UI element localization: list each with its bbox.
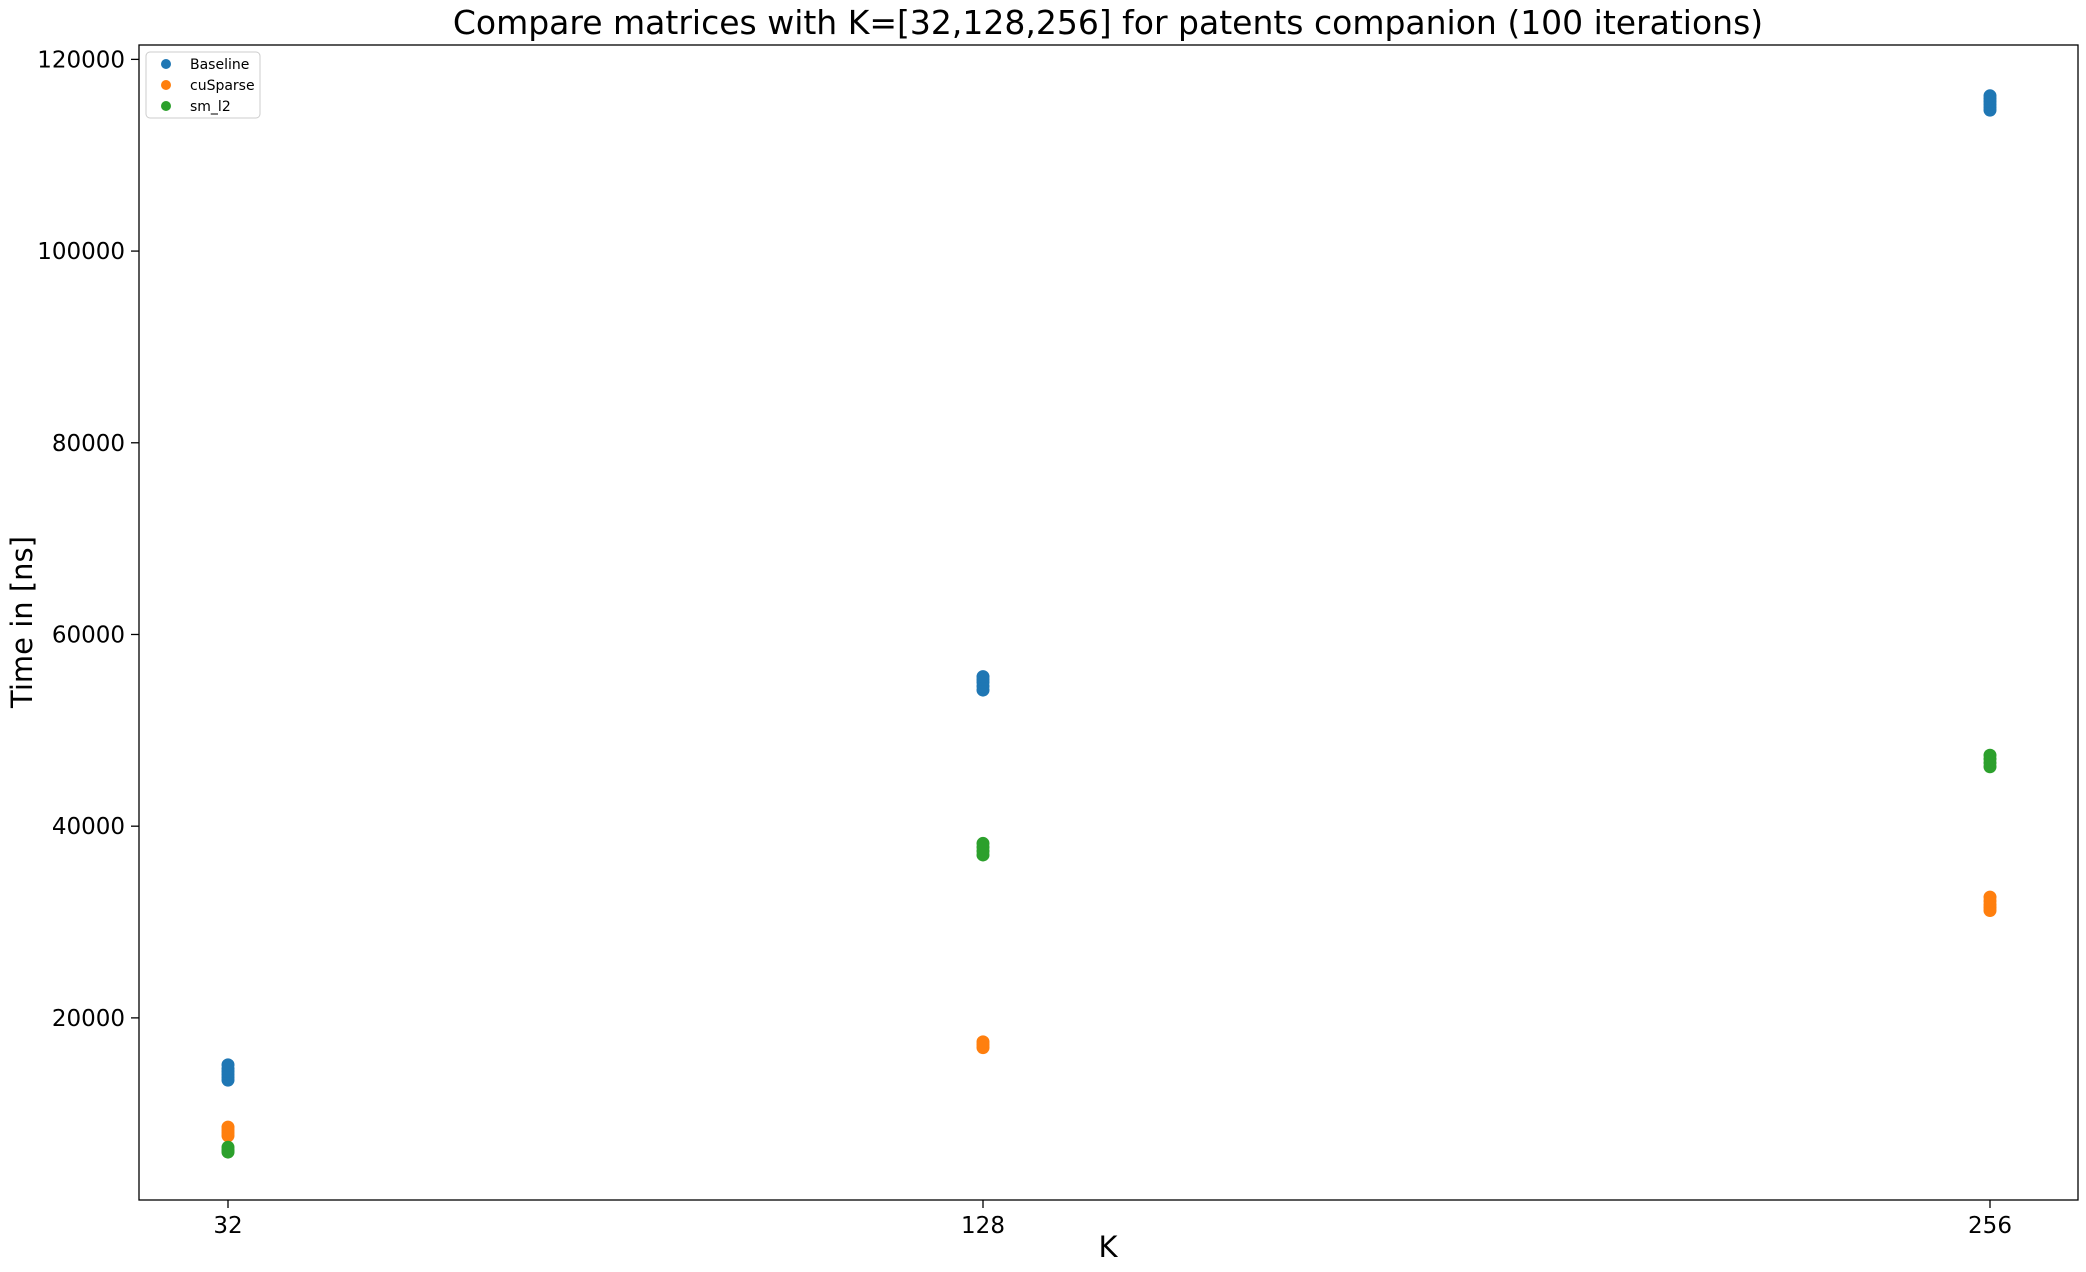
legend-entry: Baseline <box>190 57 249 73</box>
legend-entry: cuSparse <box>190 78 255 94</box>
legend: Baseline cuSparse sm_l2 <box>146 52 260 118</box>
y-tick-label: 60000 <box>52 622 125 648</box>
y-tick-label: 20000 <box>52 1006 125 1032</box>
scatter-point <box>222 1058 235 1071</box>
x-tick-label: 32 <box>213 1213 242 1239</box>
scatter-point <box>1984 749 1997 762</box>
scatter-point <box>977 670 990 683</box>
y-axis-label: Time in [ns] <box>5 536 39 709</box>
legend-marker <box>161 80 171 90</box>
x-tick-label: 128 <box>961 1213 1005 1239</box>
legend-entry: sm_l2 <box>190 99 231 115</box>
scatter-point <box>1984 89 1997 102</box>
y-tick-label: 100000 <box>37 239 125 265</box>
scatter-point <box>1984 891 1997 904</box>
scatter-point <box>222 1121 235 1134</box>
chart-title: Compare matrices with K=[32,128,256] for… <box>453 3 1763 42</box>
x-tick-label: 256 <box>1968 1213 2012 1239</box>
legend-marker <box>161 101 171 111</box>
y-tick-label: 40000 <box>52 814 125 840</box>
scatter-point <box>977 837 990 850</box>
y-tick-label: 120000 <box>37 47 125 73</box>
legend-marker <box>161 59 171 69</box>
x-axis-label: K <box>1098 1230 1118 1264</box>
scatter-point <box>977 1035 990 1048</box>
y-tick-label: 80000 <box>52 431 125 457</box>
scatter-point <box>222 1141 235 1154</box>
